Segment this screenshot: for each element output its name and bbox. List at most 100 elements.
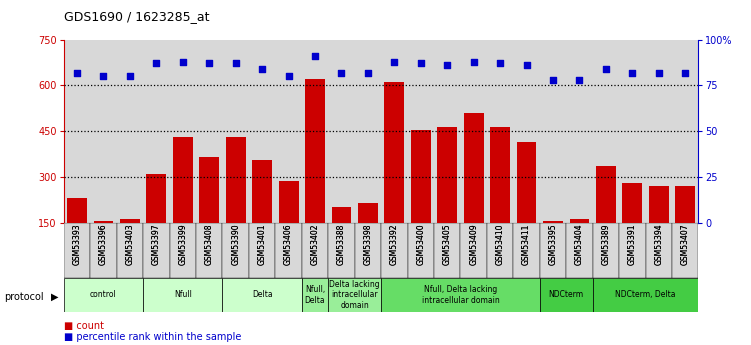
Text: GSM53393: GSM53393 bbox=[73, 224, 82, 265]
Text: NDCterm: NDCterm bbox=[549, 290, 584, 299]
Point bbox=[71, 70, 83, 75]
Text: GSM53395: GSM53395 bbox=[548, 224, 557, 265]
Bar bbox=[490, 127, 510, 268]
Bar bbox=[116, 40, 143, 223]
Bar bbox=[143, 40, 170, 223]
Text: GSM53407: GSM53407 bbox=[680, 224, 689, 265]
Bar bbox=[120, 219, 140, 268]
Text: GSM53395: GSM53395 bbox=[548, 224, 557, 265]
Bar bbox=[64, 223, 90, 278]
Bar bbox=[408, 223, 434, 278]
Text: GSM53402: GSM53402 bbox=[310, 224, 319, 265]
Bar bbox=[464, 113, 484, 268]
Bar bbox=[593, 40, 619, 223]
Bar bbox=[90, 40, 116, 223]
Bar bbox=[540, 40, 566, 223]
Text: NDCterm, Delta: NDCterm, Delta bbox=[615, 290, 676, 299]
Bar bbox=[619, 223, 646, 278]
Text: GSM53397: GSM53397 bbox=[152, 224, 161, 265]
Text: ▶: ▶ bbox=[51, 292, 59, 302]
Text: GSM53411: GSM53411 bbox=[522, 224, 531, 265]
Bar bbox=[460, 40, 487, 223]
Point bbox=[468, 59, 480, 65]
Bar bbox=[249, 223, 276, 278]
Bar bbox=[672, 223, 698, 278]
Text: GSM53403: GSM53403 bbox=[125, 224, 134, 265]
Bar bbox=[593, 278, 698, 312]
Text: GSM53399: GSM53399 bbox=[178, 224, 187, 265]
Text: GSM53390: GSM53390 bbox=[231, 224, 240, 265]
Text: GSM53410: GSM53410 bbox=[496, 224, 505, 265]
Bar bbox=[173, 137, 193, 268]
Point bbox=[336, 70, 348, 75]
Bar bbox=[434, 40, 460, 223]
Point bbox=[653, 70, 665, 75]
Text: GSM53405: GSM53405 bbox=[443, 224, 452, 265]
Point bbox=[520, 62, 532, 68]
Text: ■ count: ■ count bbox=[64, 321, 104, 331]
Text: Delta lacking
intracellular
domain: Delta lacking intracellular domain bbox=[330, 280, 380, 310]
Bar bbox=[646, 223, 672, 278]
Bar bbox=[646, 40, 672, 223]
Text: control: control bbox=[90, 290, 117, 299]
Bar bbox=[328, 40, 354, 223]
Bar bbox=[116, 223, 143, 278]
Bar bbox=[94, 221, 113, 268]
Text: Nfull, Delta lacking
intracellular domain: Nfull, Delta lacking intracellular domai… bbox=[421, 285, 499, 305]
Text: GSM53404: GSM53404 bbox=[575, 224, 584, 265]
Bar bbox=[196, 40, 222, 223]
Bar bbox=[302, 40, 328, 223]
Bar bbox=[540, 223, 566, 278]
Text: GSM53388: GSM53388 bbox=[337, 224, 346, 265]
Bar bbox=[146, 174, 166, 268]
Bar bbox=[358, 203, 378, 268]
Point bbox=[626, 70, 638, 75]
Text: GSM53399: GSM53399 bbox=[178, 224, 187, 265]
Bar bbox=[381, 40, 408, 223]
Bar bbox=[623, 183, 642, 268]
Point bbox=[362, 70, 374, 75]
Bar bbox=[354, 223, 381, 278]
Point bbox=[282, 73, 294, 79]
Text: Nfull: Nfull bbox=[174, 290, 192, 299]
Bar bbox=[619, 40, 646, 223]
Bar bbox=[487, 40, 514, 223]
Text: GSM53401: GSM53401 bbox=[258, 224, 267, 265]
Point bbox=[176, 59, 189, 65]
Bar bbox=[302, 278, 328, 312]
Point bbox=[98, 73, 110, 79]
Text: GSM53406: GSM53406 bbox=[284, 224, 293, 265]
Text: GSM53408: GSM53408 bbox=[205, 224, 214, 265]
Text: GSM53409: GSM53409 bbox=[469, 224, 478, 265]
Point bbox=[230, 61, 242, 66]
Bar bbox=[675, 186, 695, 268]
Text: GSM53392: GSM53392 bbox=[390, 224, 399, 265]
Bar bbox=[226, 137, 246, 268]
Text: Delta: Delta bbox=[252, 290, 273, 299]
Bar bbox=[566, 40, 593, 223]
Point bbox=[442, 62, 454, 68]
Text: GSM53407: GSM53407 bbox=[680, 224, 689, 265]
Point bbox=[574, 77, 586, 83]
Bar bbox=[305, 79, 325, 268]
Point bbox=[150, 61, 162, 66]
Bar bbox=[249, 40, 276, 223]
Point bbox=[124, 73, 136, 79]
Bar bbox=[331, 207, 351, 268]
Bar bbox=[170, 40, 196, 223]
Bar bbox=[543, 221, 563, 268]
Text: GSM53410: GSM53410 bbox=[496, 224, 505, 265]
Text: GSM53398: GSM53398 bbox=[363, 224, 372, 265]
Text: GSM53403: GSM53403 bbox=[125, 224, 134, 265]
Bar bbox=[437, 127, 457, 268]
Point bbox=[679, 70, 691, 75]
Bar bbox=[408, 40, 434, 223]
Text: GSM53388: GSM53388 bbox=[337, 224, 346, 265]
Bar bbox=[276, 223, 302, 278]
Bar bbox=[276, 40, 302, 223]
Bar bbox=[517, 142, 536, 268]
Bar bbox=[514, 40, 540, 223]
Bar bbox=[596, 166, 616, 268]
Bar bbox=[222, 223, 249, 278]
Point bbox=[388, 59, 400, 65]
